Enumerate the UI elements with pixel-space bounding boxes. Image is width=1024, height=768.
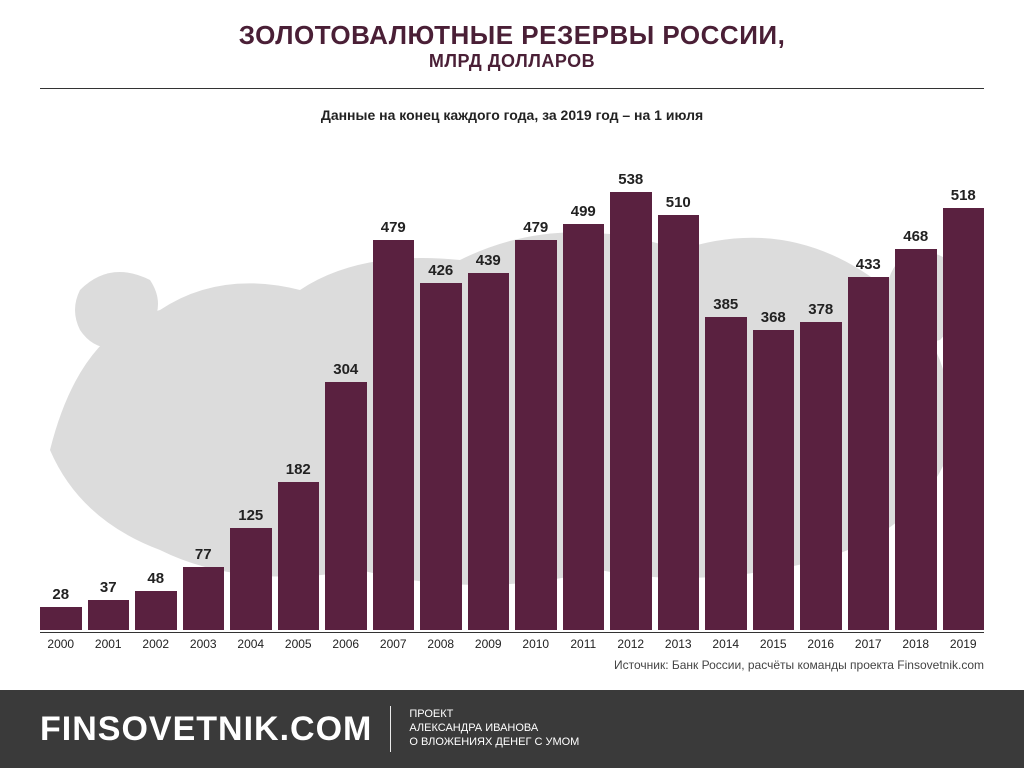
bar-slot: 28	[40, 150, 82, 630]
bar-slot: 538	[610, 150, 652, 630]
footer: FINSOVETNIK.COM ПРОЕКТ АЛЕКСАНДРА ИВАНОВ…	[0, 690, 1024, 768]
bar-value-label: 368	[761, 309, 786, 326]
bar-value-label: 468	[903, 228, 928, 245]
bar-slot: 368	[753, 150, 795, 630]
bar-slot: 48	[135, 150, 177, 630]
x-axis-label: 2003	[183, 637, 225, 651]
bar-slot: 468	[895, 150, 937, 630]
chart-title: ЗОЛОТОВАЛЮТНЫЕ РЕЗЕРВЫ РОССИИ,	[40, 20, 984, 51]
bar-value-label: 37	[100, 579, 117, 596]
x-axis-label: 2004	[230, 637, 272, 651]
bar-value-label: 426	[428, 262, 453, 279]
x-axis-label: 2019	[943, 637, 985, 651]
x-axis-label: 2018	[895, 637, 937, 651]
bar	[420, 283, 462, 630]
bar	[800, 322, 842, 630]
bar-value-label: 77	[195, 546, 212, 563]
x-axis-label: 2014	[705, 637, 747, 651]
x-axis-label: 2010	[515, 637, 557, 651]
bar	[325, 382, 367, 630]
footer-tag-line-1: ПРОЕКТ	[409, 708, 579, 722]
x-axis-label: 2001	[88, 637, 130, 651]
chart-subtitle: МЛРД ДОЛЛАРОВ	[40, 51, 984, 72]
bar	[183, 567, 225, 630]
bar-slot: 304	[325, 150, 367, 630]
x-axis-label: 2002	[135, 637, 177, 651]
bar	[88, 600, 130, 630]
x-axis-label: 2016	[800, 637, 842, 651]
bar	[848, 277, 890, 630]
bar-slot: 182	[278, 150, 320, 630]
x-axis-label: 2012	[610, 637, 652, 651]
bar	[753, 330, 795, 630]
x-axis: 2000 2001 2002 2003 2004 2005 2006 2007 2008 2009…	[40, 632, 984, 651]
bar-slot: 125	[230, 150, 272, 630]
bar	[373, 240, 415, 630]
footer-separator	[390, 706, 391, 752]
x-axis-label: 2013	[658, 637, 700, 651]
bar-slot: 499	[563, 150, 605, 630]
bar	[943, 208, 985, 630]
bar-value-label: 518	[951, 187, 976, 204]
chart-region: 28 37 48 77 125 182 304 479 426 439 479 499 538 510 38…	[40, 150, 984, 630]
x-axis-label: 2009	[468, 637, 510, 651]
bar-value-label: 182	[286, 461, 311, 478]
bar-value-label: 479	[381, 219, 406, 236]
x-axis-label: 2006	[325, 637, 367, 651]
footer-tag-line-3: О ВЛОЖЕНИЯХ ДЕНЕГ С УМОМ	[409, 736, 579, 750]
x-axis-label: 2015	[753, 637, 795, 651]
bar-slot: 479	[373, 150, 415, 630]
page: ЗОЛОТОВАЛЮТНЫЕ РЕЗЕРВЫ РОССИИ, МЛРД ДОЛЛ…	[0, 0, 1024, 768]
bar-value-label: 125	[238, 507, 263, 524]
bar-slot: 433	[848, 150, 890, 630]
bar-slot: 510	[658, 150, 700, 630]
bar	[610, 192, 652, 630]
footer-tagline: ПРОЕКТ АЛЕКСАНДРА ИВАНОВА О ВЛОЖЕНИЯХ ДЕ…	[409, 708, 579, 749]
bar-value-label: 304	[333, 361, 358, 378]
bar-slot: 378	[800, 150, 842, 630]
bar-slot: 426	[420, 150, 462, 630]
bar-slot: 518	[943, 150, 985, 630]
x-axis-label: 2017	[848, 637, 890, 651]
bar-value-label: 48	[147, 570, 164, 587]
bars-container: 28 37 48 77 125 182 304 479 426 439 479 499 538 510 38…	[40, 150, 984, 630]
source-text: Источник: Банк России, расчёты команды п…	[614, 658, 984, 672]
bar	[895, 249, 937, 630]
bar	[278, 482, 320, 630]
x-axis-label: 2011	[563, 637, 605, 651]
bar-value-label: 479	[523, 219, 548, 236]
bar	[515, 240, 557, 630]
title-divider	[40, 88, 984, 89]
bar-value-label: 439	[476, 252, 501, 269]
chart-note: Данные на конец каждого года, за 2019 го…	[0, 107, 1024, 123]
x-axis-label: 2005	[278, 637, 320, 651]
bar	[40, 607, 82, 630]
bar	[705, 317, 747, 631]
bar-slot: 37	[88, 150, 130, 630]
bar	[230, 528, 272, 630]
bar-value-label: 28	[52, 586, 69, 603]
bar-value-label: 385	[713, 296, 738, 313]
bar-value-label: 510	[666, 194, 691, 211]
bar	[135, 591, 177, 630]
bar-value-label: 538	[618, 171, 643, 188]
bar-value-label: 433	[856, 256, 881, 273]
bar-value-label: 378	[808, 301, 833, 318]
footer-brand: FINSOVETNIK.COM	[40, 710, 372, 749]
bar-slot: 385	[705, 150, 747, 630]
bar-slot: 77	[183, 150, 225, 630]
footer-tag-line-2: АЛЕКСАНДРА ИВАНОВА	[409, 722, 579, 736]
bar	[468, 273, 510, 630]
x-axis-label: 2007	[373, 637, 415, 651]
bar-slot: 439	[468, 150, 510, 630]
bar-value-label: 499	[571, 203, 596, 220]
x-axis-label: 2008	[420, 637, 462, 651]
bar	[658, 215, 700, 630]
x-axis-label: 2000	[40, 637, 82, 651]
title-block: ЗОЛОТОВАЛЮТНЫЕ РЕЗЕРВЫ РОССИИ, МЛРД ДОЛЛ…	[0, 0, 1024, 80]
bar	[563, 224, 605, 630]
bar-slot: 479	[515, 150, 557, 630]
